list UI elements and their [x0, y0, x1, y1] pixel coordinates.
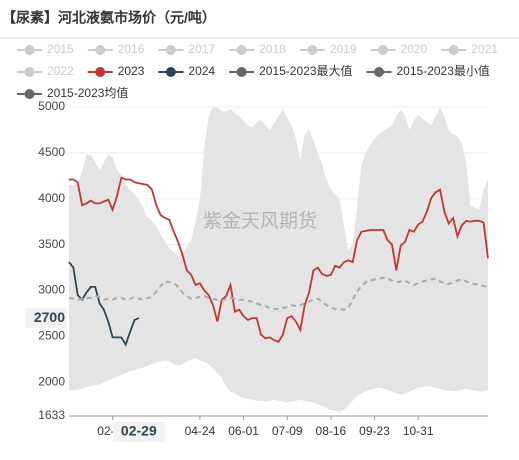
y-tick-label: 3500 — [38, 237, 65, 251]
legend-item[interactable]: 2018 — [229, 42, 286, 56]
y-tick-label: 4500 — [38, 145, 65, 159]
legend-label: 2018 — [259, 42, 286, 56]
pointer-y-box — [25, 308, 67, 329]
x-tick-label: 10-31 — [403, 424, 434, 438]
legend-item[interactable]: 2016 — [87, 42, 145, 56]
y-tick-label: 1633 — [38, 408, 65, 422]
legend-icon — [95, 67, 106, 77]
legend-icon — [307, 45, 318, 55]
legend-label: 2017 — [188, 42, 215, 56]
y-tick-label: 4000 — [38, 191, 65, 205]
y-tick-label: 5000 — [38, 99, 65, 113]
legend-item[interactable]: 2015 — [17, 42, 74, 56]
legend-icon — [24, 89, 35, 99]
y-tick-label: 3000 — [38, 283, 65, 297]
legend-item[interactable]: 2020 — [370, 42, 428, 56]
legend-label: 2021 — [471, 42, 498, 56]
legend-label: 2023 — [118, 64, 145, 78]
legend-label: 2016 — [118, 42, 145, 56]
x-tick-label: 07-09 — [272, 424, 303, 438]
legend-icon — [448, 45, 459, 55]
legend-item[interactable]: 2015-2023最大值 — [229, 63, 353, 78]
legend-label: 2022 — [47, 64, 74, 78]
legend-label: 2019 — [330, 42, 357, 56]
legend-item[interactable]: 2024 — [158, 64, 215, 78]
legend-icon — [95, 45, 106, 55]
chart-title: 【尿素】河北液氨市场价（元/吨） — [2, 10, 216, 26]
legend-label: 2015-2023最大值 — [259, 63, 352, 78]
legend-label: 2020 — [401, 42, 428, 56]
legend-item[interactable]: 2022 — [17, 64, 74, 78]
legend-item[interactable]: 2015-2023最小值 — [366, 63, 490, 78]
legend-label: 2024 — [188, 64, 215, 78]
legend-icon — [236, 45, 247, 55]
pointer-y-label: 2700 — [34, 309, 65, 325]
watermark: 紫金天风期货 — [203, 210, 317, 232]
x-tick-label: 06-01 — [228, 424, 259, 438]
series-line — [68, 276, 489, 311]
legend-label: 2015-2023均值 — [47, 85, 128, 100]
legend-item[interactable]: 2019 — [299, 42, 357, 56]
x-tick-label: 08-16 — [316, 424, 347, 438]
legend-label: 2015-2023最小值 — [397, 63, 490, 78]
pointer-x-box — [112, 422, 165, 442]
legend-icon — [165, 45, 176, 55]
legend-item[interactable]: 2021 — [441, 42, 498, 56]
legend-icon — [165, 67, 176, 77]
y-tick-label: 2500 — [38, 329, 65, 343]
legend-icon — [236, 67, 247, 77]
pointer-x-label: 02-29 — [121, 423, 157, 439]
legend-icon — [24, 45, 35, 55]
legend-icon — [24, 67, 35, 77]
range-area — [69, 107, 488, 416]
legend-item[interactable]: 2017 — [158, 42, 215, 56]
legend-item[interactable]: 2023 — [87, 64, 145, 78]
x-tick-label: 09-23 — [359, 424, 390, 438]
legend-label: 2015 — [47, 42, 74, 56]
legend-icon — [374, 67, 384, 77]
y-tick-label: 2000 — [38, 374, 65, 388]
legend-item[interactable]: 2015-2023均值 — [17, 85, 128, 100]
range-area — [69, 358, 488, 416]
series-line — [69, 176, 489, 344]
legend-icon — [378, 45, 389, 55]
x-tick-label: 04-24 — [185, 424, 216, 438]
